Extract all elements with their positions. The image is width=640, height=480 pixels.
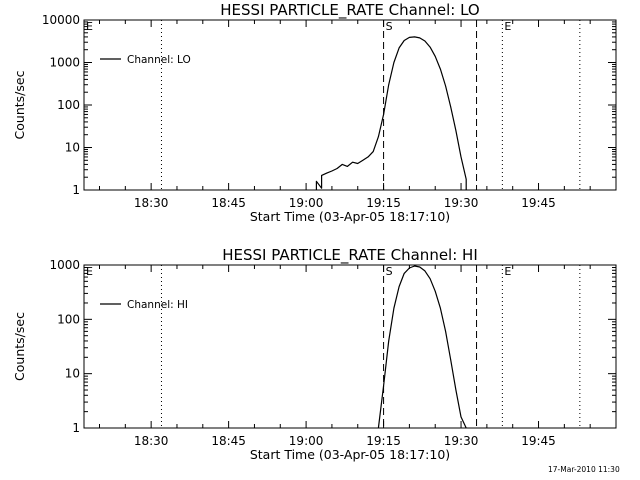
data-point <box>336 168 338 169</box>
x-tick-label: 19:00 <box>289 196 324 210</box>
data-point <box>316 189 317 191</box>
data-point <box>388 340 390 342</box>
data-point <box>445 330 446 332</box>
data-point <box>393 307 395 309</box>
data-point <box>408 36 410 38</box>
data-point <box>321 187 322 189</box>
data-point <box>465 427 467 429</box>
data-point <box>429 46 431 48</box>
data-point <box>388 84 390 86</box>
y-tick-label: 100 <box>57 312 80 326</box>
y-tick-label: 1 <box>72 183 80 197</box>
y-tick-label: 10 <box>65 141 80 155</box>
data-point <box>465 178 467 180</box>
data-point <box>378 136 379 138</box>
y-tick-label: 10 <box>65 367 80 381</box>
x-tick-label: 19:30 <box>444 434 479 448</box>
data-point <box>419 37 421 39</box>
y-tick-label: 1000 <box>49 56 80 70</box>
chart-title: HESSI PARTICLE_RATE Channel: HI <box>222 246 478 265</box>
data-point <box>331 170 333 172</box>
data-point <box>321 175 322 176</box>
x-tick-label: 18:45 <box>211 434 246 448</box>
y-axis-label: Counts/sec <box>12 70 27 139</box>
data-point <box>326 172 328 174</box>
x-tick-label: 19:00 <box>289 434 324 448</box>
data-point <box>357 163 359 164</box>
data-point <box>434 290 436 292</box>
data-point <box>460 416 462 418</box>
marker-label: S <box>386 265 393 278</box>
x-tick-label: 19:45 <box>521 434 556 448</box>
y-tick-label: 10000 <box>42 13 80 27</box>
data-point <box>372 151 374 153</box>
x-tick-label: 19:15 <box>366 434 401 448</box>
marker-label: E <box>86 20 93 33</box>
data-point <box>434 55 436 57</box>
data-point <box>352 161 353 163</box>
x-tick-label: 19:30 <box>444 196 479 210</box>
data-point <box>383 114 384 115</box>
chart-panel-1 <box>83 19 617 191</box>
marker-label: S <box>386 20 393 33</box>
marker-label: E <box>86 265 93 278</box>
data-point <box>398 47 400 49</box>
x-tick-label: 18:45 <box>211 196 246 210</box>
data-point <box>439 68 441 70</box>
data-point <box>362 159 364 161</box>
x-axis-label: Start Time (03-Apr-05 18:17:10) <box>250 209 450 224</box>
data-point <box>393 62 395 63</box>
data-point <box>383 385 384 387</box>
legend-entry: Channel: HI <box>127 299 188 311</box>
data-point <box>403 273 405 274</box>
x-tick-label: 18:30 <box>134 196 169 210</box>
data-point <box>424 270 426 272</box>
data-point <box>414 265 415 267</box>
y-tick-label: 1 <box>72 421 80 435</box>
data-point <box>367 156 369 158</box>
data-point <box>460 156 462 158</box>
data-point <box>316 180 317 182</box>
x-tick-label: 18:30 <box>134 434 169 448</box>
data-point <box>450 359 452 361</box>
legend-entry: Channel: LO <box>127 54 191 66</box>
series-line <box>315 36 467 190</box>
data-point <box>347 165 348 167</box>
data-point <box>439 307 441 309</box>
data-point <box>378 427 379 429</box>
y-axis-label: Counts/sec <box>12 312 27 381</box>
marker-label: E <box>504 20 511 33</box>
y-tick-label: 1000 <box>49 258 80 272</box>
data-point <box>341 164 343 165</box>
chart-panel-2 <box>83 264 617 429</box>
series-line <box>377 265 467 429</box>
data-point <box>455 130 457 131</box>
data-point <box>419 266 421 268</box>
data-point <box>429 278 431 280</box>
x-tick-label: 19:45 <box>521 196 556 210</box>
marker-label: E <box>504 265 511 278</box>
x-axis-label: Start Time (03-Apr-05 18:17:10) <box>250 447 450 462</box>
plot-frame <box>83 264 617 429</box>
data-point <box>450 106 452 108</box>
data-point <box>403 40 405 41</box>
chart-title: HESSI PARTICLE_RATE Channel: LO <box>220 1 479 20</box>
data-point <box>445 85 446 87</box>
data-point <box>398 286 400 288</box>
data-point <box>424 40 426 42</box>
data-point <box>455 389 457 391</box>
footer-timestamp: 17-Mar-2010 11:30 <box>548 465 620 474</box>
y-tick-label: 100 <box>57 98 80 112</box>
data-point <box>408 267 410 269</box>
x-tick-label: 19:15 <box>366 196 401 210</box>
data-point <box>465 189 467 191</box>
data-point <box>414 36 415 38</box>
